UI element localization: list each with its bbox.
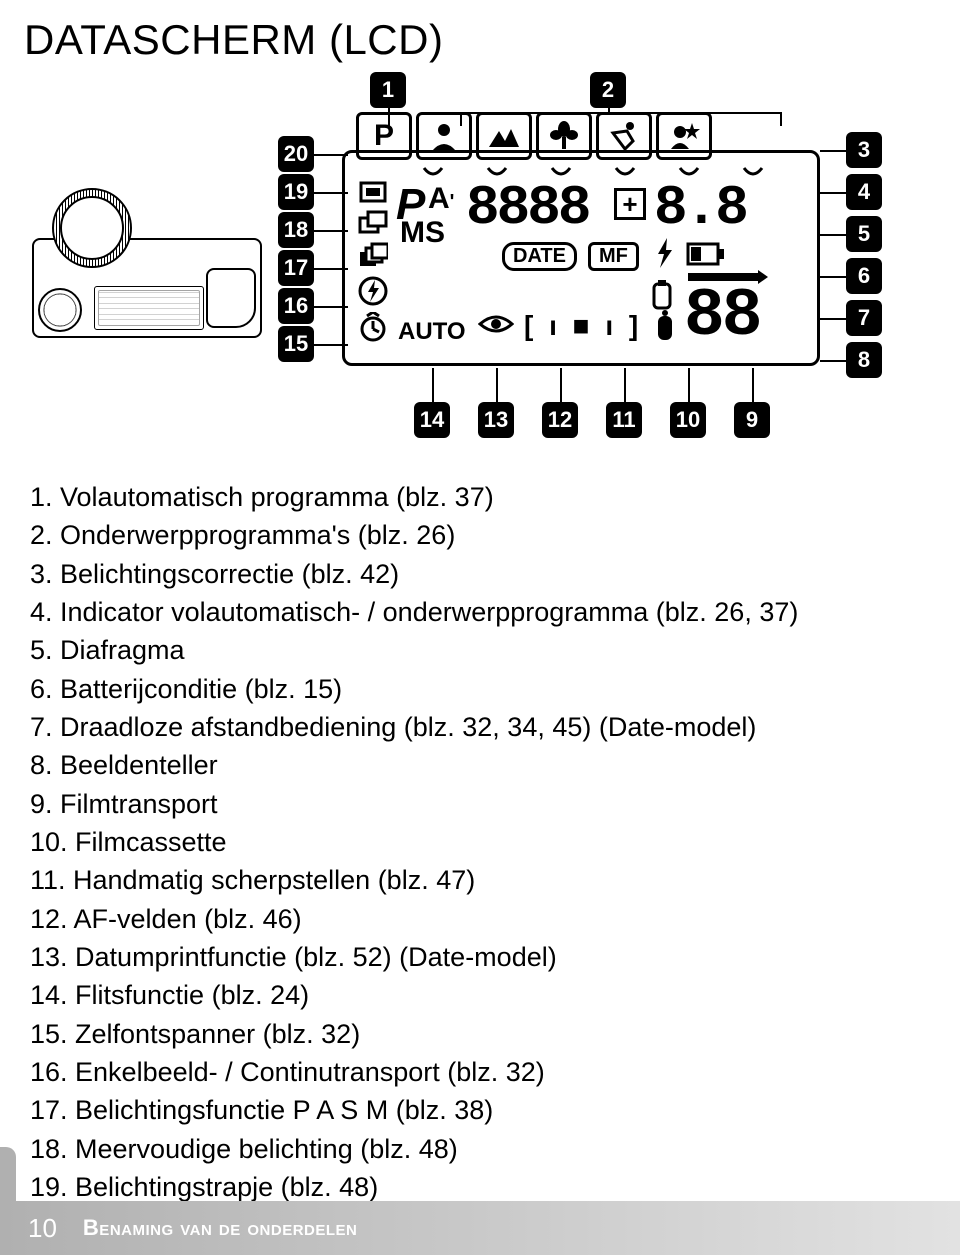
- flash-ready-icon: [652, 238, 678, 273]
- camera-mode-dial: [38, 288, 82, 332]
- program-p-label: P: [374, 119, 394, 153]
- callout-10: 10: [670, 402, 706, 438]
- page-footer: 10 Benaming van de onderdelen: [0, 1201, 960, 1255]
- footer-title: Benaming van de onderdelen: [83, 1215, 357, 1241]
- legend-item-9: 9. Filmtransport: [30, 785, 930, 823]
- legend-item-17: 17. Belichtingsfunctie P A S M (blz. 38): [30, 1091, 930, 1129]
- single-continuous-icon: [358, 242, 388, 275]
- battery-icon: [686, 242, 726, 271]
- scene-portrait-icon: [416, 112, 472, 160]
- callout-15: 15: [278, 326, 314, 362]
- scene-nightportrait-icon: [656, 112, 712, 160]
- legend-list: 1. Volautomatisch programma (blz. 37) 2.…: [0, 458, 960, 1245]
- callout-20: 20: [278, 136, 314, 172]
- callout-5: 5: [846, 216, 882, 252]
- lcd-panel-content: P: [352, 160, 810, 356]
- legend-item-2: 2. Onderwerpprogramma's (blz. 26): [30, 516, 930, 554]
- film-cassette-icon: [650, 280, 676, 315]
- legend-item-10: 10. Filmcassette: [30, 823, 930, 861]
- camera-grip-outline: [206, 268, 256, 328]
- legend-item-5: 5. Diafragma: [30, 631, 930, 669]
- mf-badge: MF: [588, 242, 639, 271]
- callout-8: 8: [846, 342, 882, 378]
- callout-1: 1: [370, 72, 406, 108]
- scene-landscape-icon: [476, 112, 532, 160]
- selftimer-icon: [358, 312, 388, 347]
- camera-illustration: [32, 188, 262, 348]
- legend-item-3: 3. Belichtingscorrectie (blz. 42): [30, 555, 930, 593]
- callout-11: 11: [606, 402, 642, 438]
- af-area-icon: [ ı ■ ı ]: [524, 310, 642, 342]
- legend-item-14: 14. Flitsfunctie (blz. 24): [30, 976, 930, 1014]
- callout-4: 4: [846, 174, 882, 210]
- scene-sports-icon: [596, 112, 652, 160]
- callout-7: 7: [846, 300, 882, 336]
- camera-lcd-mini: [94, 286, 204, 330]
- callout-17: 17: [278, 250, 314, 286]
- ev-plusminus-icon: +: [614, 188, 646, 220]
- callout-12: 12: [542, 402, 578, 438]
- program-p-icon: P: [356, 112, 412, 160]
- pasm-ms-icon: MS: [400, 216, 445, 250]
- legend-item-8: 8. Beeldenteller: [30, 746, 930, 784]
- diagram-area: P: [20, 68, 940, 458]
- bracket-icon: [358, 180, 388, 211]
- shutter-segments: 8888: [466, 176, 588, 240]
- pasm-a-label: A: [428, 182, 450, 215]
- legend-item-12: 12. AF-velden (blz. 46): [30, 900, 930, 938]
- remote-icon: [654, 310, 676, 349]
- legend-item-18: 18. Meervoudige belichting (blz. 48): [30, 1130, 930, 1168]
- legend-item-1: 1. Volautomatisch programma (blz. 37): [30, 478, 930, 516]
- legend-item-6: 6. Batterijconditie (blz. 15): [30, 670, 930, 708]
- callout-18: 18: [278, 212, 314, 248]
- aperture-segments: 8.8: [654, 176, 746, 240]
- legend-item-4: 4. Indicator volautomatisch- / onderwerp…: [30, 593, 930, 631]
- callout-14: 14: [414, 402, 450, 438]
- page-title: DATASCHERM (LCD): [0, 0, 960, 68]
- multiexp-icon: [358, 210, 388, 243]
- camera-lens-inner: [60, 196, 124, 260]
- frame-counter-segments: 88: [684, 278, 760, 355]
- footer-tab: [0, 1147, 16, 1201]
- callout-3: 3: [846, 132, 882, 168]
- flash-mode-icon: [358, 276, 388, 311]
- pasm-a-icon: A': [428, 182, 454, 216]
- legend-item-11: 11. Handmatig scherpstellen (blz. 47): [30, 861, 930, 899]
- legend-item-13: 13. Datumprintfunctie (blz. 52) (Date-mo…: [30, 938, 930, 976]
- program-mode-row: P: [356, 112, 716, 160]
- auto-label: AUTO: [398, 318, 466, 346]
- redeye-icon: [478, 312, 514, 341]
- callout-16: 16: [278, 288, 314, 324]
- callout-2: 2: [590, 72, 626, 108]
- legend-item-16: 16. Enkelbeeld- / Continutransport (blz.…: [30, 1053, 930, 1091]
- date-badge: DATE: [502, 242, 577, 271]
- scene-macro-icon: [536, 112, 592, 160]
- legend-item-7: 7. Draadloze afstandbediening (blz. 32, …: [30, 708, 930, 746]
- legend-item-15: 15. Zelfontspanner (blz. 32): [30, 1015, 930, 1053]
- callout-9: 9: [734, 402, 770, 438]
- film-transport-icon: [688, 270, 768, 289]
- callout-13: 13: [478, 402, 514, 438]
- callout-19: 19: [278, 174, 314, 210]
- callout-6: 6: [846, 258, 882, 294]
- page-number: 10: [28, 1213, 57, 1244]
